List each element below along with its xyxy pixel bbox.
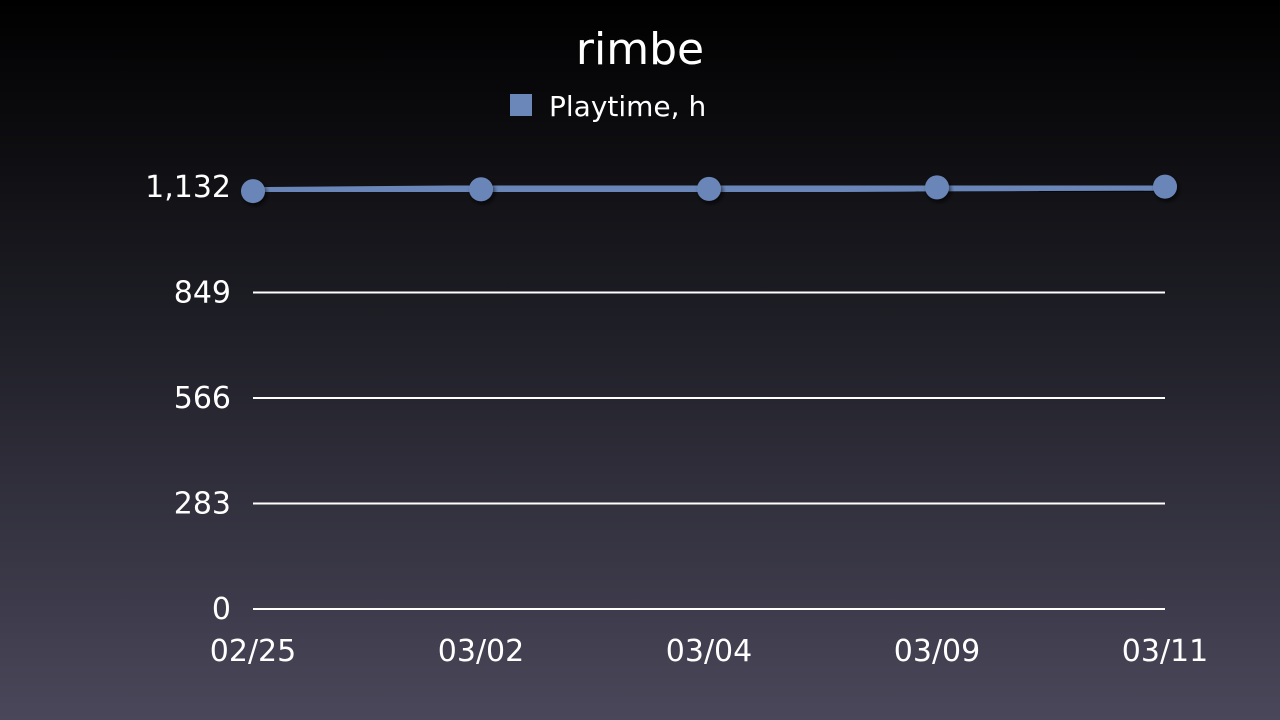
y-tick-label: 283 <box>174 487 231 522</box>
y-tick-label: 0 <box>212 592 231 627</box>
y-tick-label: 566 <box>174 381 231 416</box>
legend-label: Playtime, h <box>549 90 706 123</box>
data-point <box>697 176 721 201</box>
data-point <box>925 175 949 200</box>
data-point <box>469 177 493 202</box>
y-tick-label: 1,132 <box>145 170 231 205</box>
chart-title: rimbe <box>576 24 704 75</box>
legend: Playtime, h <box>510 90 706 123</box>
x-tick-label: 03/04 <box>666 634 752 669</box>
data-point <box>1153 174 1177 199</box>
grid-lines <box>253 291 1165 610</box>
x-tick-label: 03/09 <box>894 634 980 669</box>
data-point <box>241 179 265 204</box>
series-playtime <box>241 174 1177 204</box>
y-axis-ticks: 0 283 566 849 1,132 <box>145 170 231 627</box>
x-tick-label: 03/02 <box>438 634 524 669</box>
x-axis-ticks: 02/25 03/02 03/04 03/09 03/11 <box>210 634 1208 669</box>
x-tick-label: 02/25 <box>210 634 296 669</box>
y-tick-label: 849 <box>174 276 231 311</box>
legend-swatch <box>510 94 532 116</box>
x-tick-label: 03/11 <box>1122 634 1208 669</box>
